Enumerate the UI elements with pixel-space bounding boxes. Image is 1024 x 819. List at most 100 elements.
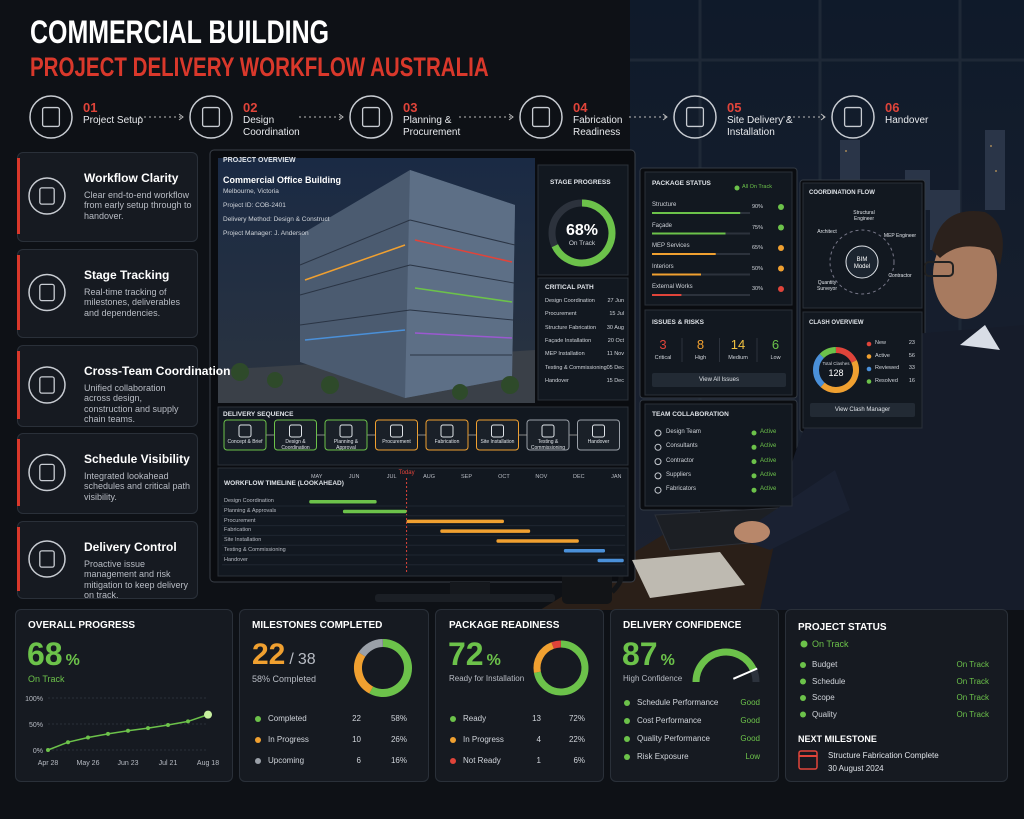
step-number: 06 — [885, 100, 900, 115]
issue-count: 8 — [696, 337, 705, 352]
issue-label: Medium — [728, 355, 748, 361]
row-percent: 26% — [390, 735, 407, 744]
value: 68 — [27, 636, 63, 672]
team-name: Contractor — [666, 457, 695, 464]
row-count: 10 — [352, 735, 361, 744]
sequence-label: Testing & Commissioning — [530, 439, 566, 451]
clash-name: Active — [875, 352, 890, 359]
package-value: 90% — [751, 204, 763, 210]
path-date: 15 Jul — [609, 311, 624, 318]
big-value: 72% — [448, 636, 501, 673]
task-label: Site Installation — [224, 537, 262, 544]
package-name: Interiors — [652, 263, 674, 270]
row-status: On Track — [956, 709, 989, 719]
row-name: Completed — [268, 714, 307, 723]
title: COMMERCIAL BUILDING — [30, 14, 330, 50]
panel-heading: WORKFLOW TIMELINE (LOOKAHEAD) — [224, 480, 344, 487]
milestone-date: 30 August 2024 — [828, 764, 884, 773]
caption: Ready for Installation — [449, 674, 525, 683]
path-date: 27 Jun — [607, 298, 624, 304]
team-name: Design Team — [666, 429, 701, 435]
panel-heading: PROJECT OVERVIEW — [223, 157, 296, 164]
flow-node: Contractor — [888, 273, 912, 279]
package-value: 75% — [751, 224, 763, 231]
step-label: Fabrication Readiness — [573, 115, 623, 138]
task-label: Fabrication — [224, 527, 252, 534]
issue-label: High — [694, 355, 707, 361]
row-status: Good — [740, 698, 760, 707]
button[interactable]: View All Issues — [652, 373, 786, 387]
feature-text: Unified collaboration across design, con… — [84, 383, 179, 425]
card-heading: MILESTONES COMPLETED — [252, 620, 383, 631]
project-info: Project ID: COB-2401 — [223, 202, 286, 209]
clash-name: Resolved — [875, 377, 898, 384]
month-label: SEP — [460, 474, 473, 480]
row-count: 13 — [532, 714, 541, 723]
kpi-card — [435, 609, 604, 782]
month-label: AUG — [423, 474, 436, 480]
row-name: Cost Performance — [637, 716, 702, 725]
completed: 22 — [252, 638, 286, 671]
path-task: Handover — [545, 377, 569, 384]
step-number: 05 — [727, 100, 742, 115]
team-name: Suppliers — [666, 471, 692, 478]
row-percent: 16% — [390, 756, 407, 765]
panel-heading: TEAM COLLABORATION — [652, 411, 729, 418]
step-number: 04 — [573, 100, 588, 115]
separator: / — [289, 651, 294, 668]
flow-node: Quantity Surveyor — [816, 280, 837, 292]
issue-count: 14 — [730, 337, 746, 352]
row-percent: 58% — [390, 714, 407, 723]
path-date: 11 Nov — [606, 351, 624, 358]
feature-title: Cross-Team Coordination — [84, 364, 231, 378]
team-status: Active — [760, 457, 777, 464]
feature-text: Integrated lookahead schedules and criti… — [84, 471, 191, 502]
path-task: Structure Fabrication — [545, 324, 597, 331]
package-name: Façade — [652, 222, 673, 229]
row-name: Quality — [812, 709, 837, 719]
progress-value: 68% — [565, 222, 599, 239]
flow-node: Structural Engineer — [853, 210, 875, 222]
package-value: 65% — [751, 245, 763, 251]
step-label: Site Delivery & Installation — [727, 115, 793, 138]
feature-text: Clear end-to-end workflow from early set… — [84, 190, 192, 221]
row-name: Schedule — [812, 676, 846, 686]
project-name: Commercial Office Building — [223, 175, 342, 185]
row-name: Not Ready — [463, 756, 501, 765]
feature-title: Schedule Visibility — [84, 452, 190, 466]
kpi-card — [785, 609, 1008, 782]
sequence-label: Design & Coordination — [281, 439, 310, 451]
step-number: 03 — [403, 100, 418, 115]
row-name: Budget — [812, 660, 838, 669]
sequence-label: Fabrication — [434, 439, 460, 445]
row-name: In Progress — [268, 735, 309, 744]
row-name: Ready — [463, 714, 487, 723]
package-value: 30% — [751, 286, 763, 292]
month-label: OCT — [498, 474, 510, 480]
sub-heading: NEXT MILESTONE — [798, 734, 877, 744]
feature-text: Real-time tracking of milestones, delive… — [84, 287, 181, 318]
status-text: On Track — [28, 674, 65, 684]
big-value: 87% — [622, 636, 675, 673]
today-label: Today — [398, 470, 415, 476]
panel-heading: CRITICAL PATH — [545, 284, 594, 291]
row-percent: 72% — [568, 714, 585, 723]
button[interactable]: View Clash Manager — [810, 403, 915, 417]
issue-label: Critical — [654, 355, 672, 361]
card-heading: DELIVERY CONFIDENCE — [623, 620, 742, 631]
month-label: NOV — [535, 474, 548, 480]
month-label: JUL — [386, 474, 397, 480]
feature-title: Workflow Clarity — [84, 171, 179, 185]
issue-count: 6 — [771, 337, 780, 352]
step-number: 02 — [243, 100, 258, 115]
status-text: On Track — [812, 639, 849, 649]
caption: 58% Completed — [252, 674, 317, 684]
row-status: On Track — [956, 660, 989, 669]
project-info: Project Manager: J. Anderson — [223, 230, 309, 237]
unit: % — [486, 652, 501, 669]
row-percent: 6% — [573, 756, 585, 765]
package-name: Structure — [652, 202, 677, 208]
feature-title: Stage Tracking — [84, 268, 170, 282]
path-date: 15 Dec — [606, 377, 624, 384]
caption: High Confidence — [623, 674, 683, 683]
